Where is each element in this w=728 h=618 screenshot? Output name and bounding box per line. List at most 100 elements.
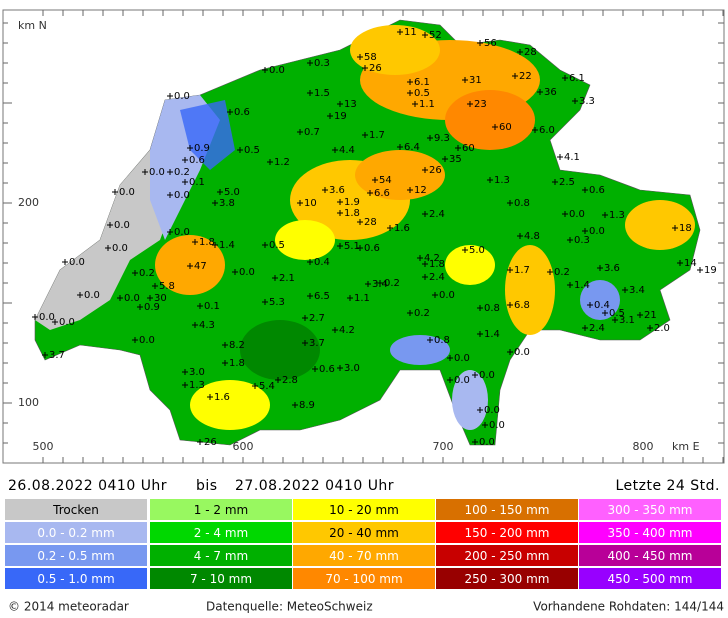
station-value: 0.0: [39, 312, 55, 323]
station-value: 5.1: [344, 241, 360, 252]
station-value: 0.0: [119, 187, 135, 198]
station-value: 0.0: [84, 290, 100, 301]
station-value: 6.8: [514, 300, 530, 311]
station-value: 30: [154, 293, 167, 304]
station-value: 0.0: [139, 335, 155, 346]
station-value: 0.6: [189, 155, 205, 166]
station-value: 1.2: [274, 157, 290, 168]
station-value: 6.1: [414, 77, 430, 88]
station-value: 0.6: [234, 107, 250, 118]
legend-swatch: [5, 545, 147, 566]
station-value: 0.0: [454, 353, 470, 364]
legend-swatch: [579, 545, 721, 566]
legend-label: 0.2 - 0.5 mm: [37, 549, 114, 563]
legend-label: 250 - 300 mm: [465, 572, 550, 586]
station-value: 0.0: [112, 243, 128, 254]
station-value: 0.6: [589, 185, 605, 196]
station-value: 1.3: [189, 380, 205, 391]
station-value: 1.8: [199, 237, 215, 248]
station-value: 0.0: [149, 167, 165, 178]
station-value: 0.8: [434, 335, 450, 346]
legend-label: 400 - 450 mm: [608, 549, 693, 563]
station-value: 0.0: [69, 257, 85, 268]
station-value: 47: [194, 261, 207, 272]
station-value: 5.0: [469, 245, 485, 256]
data-source: Datenquelle: MeteoSchweiz: [206, 600, 373, 614]
station-value: 0.2: [139, 268, 155, 279]
station-value: 0.0: [454, 375, 470, 386]
legend-label: 0.5 - 1.0 mm: [37, 572, 114, 586]
station-value: 3.6: [604, 263, 620, 274]
station-value: 35: [449, 154, 462, 165]
station-value: 0.2: [554, 267, 570, 278]
legend-swatch: [150, 568, 292, 589]
station-value: 3.3: [579, 96, 595, 107]
legend-swatch: [293, 522, 435, 543]
station-value: 1.7: [369, 130, 385, 141]
legend-label: 450 - 500 mm: [608, 572, 693, 586]
station-value: 0.6: [364, 243, 380, 254]
station-value: 5.4: [259, 381, 275, 392]
legend-label: 2 - 4 mm: [194, 526, 248, 540]
station-value: 28: [524, 47, 537, 58]
station-value: 0.0: [439, 290, 455, 301]
station-value: 4.2: [339, 325, 355, 336]
x-tick-label: 600: [233, 440, 254, 453]
legend-swatch: [579, 499, 721, 520]
legend-label: 100 - 150 mm: [465, 503, 550, 517]
station-value: 0.0: [59, 317, 75, 328]
station-value: 3.7: [49, 350, 65, 361]
station-value: 0.3: [314, 58, 330, 69]
legend-label: 4 - 7 mm: [194, 549, 248, 563]
header-bar: [3, 472, 724, 494]
legend-swatch: [293, 499, 435, 520]
y-axis-title: km N: [18, 19, 47, 32]
station-value: 0.4: [594, 300, 610, 311]
station-value: 6.5: [314, 291, 330, 302]
station-value: 2.7: [309, 313, 325, 324]
station-value: 3.4: [372, 279, 388, 290]
station-value: 3.6: [329, 185, 345, 196]
legend-label: 200 - 250 mm: [465, 549, 550, 563]
period: Letzte 24 Std.: [615, 478, 720, 494]
station-value: 1.9: [344, 197, 360, 208]
station-value: 10: [304, 198, 317, 209]
x-tick-label: 500: [33, 440, 54, 453]
legend-label: 1 - 2 mm: [194, 503, 248, 517]
legend-label: 300 - 350 mm: [608, 503, 693, 517]
station-value: 56: [484, 38, 497, 49]
station-value: 1.8: [229, 358, 245, 369]
station-value: 0.5: [609, 308, 625, 319]
legend-swatch: [436, 499, 578, 520]
legend-label: 350 - 400 mm: [608, 526, 693, 540]
legend-label: Trocken: [52, 503, 99, 517]
station-value: 0.1: [189, 177, 205, 188]
legend-swatch: [579, 522, 721, 543]
date-separator: bis: [196, 478, 218, 494]
legend: Trocken 0.0 - 0.2 mm 0.2 - 0.5 mm 0.5 - 1.0…: [5, 499, 721, 589]
station-value: 19: [334, 111, 347, 122]
station-value: 60: [499, 122, 512, 133]
legend-swatch: [293, 568, 435, 589]
station-value: 6.1: [569, 73, 585, 84]
station-value: 0.0: [239, 267, 255, 278]
x-axis-title: km E: [672, 440, 700, 453]
legend-swatch: [5, 522, 147, 543]
legend-swatch: [5, 499, 147, 520]
legend-swatch: [150, 499, 292, 520]
legend-swatch: [436, 545, 578, 566]
station-value: 3.4: [629, 285, 645, 296]
station-value: 52: [429, 30, 442, 41]
station-value: 8.9: [299, 400, 315, 411]
x-tick-label: 700: [433, 440, 454, 453]
station-value: 19: [704, 265, 717, 276]
station-value: 23: [474, 99, 487, 110]
station-value: 2.8: [282, 375, 298, 386]
station-value: 13: [344, 99, 357, 110]
station-value: 1.4: [219, 240, 235, 251]
raw-data: Vorhandene Rohdaten: 144/144: [533, 600, 724, 614]
station-value: 0.9: [194, 143, 210, 154]
station-value: 9.3: [434, 133, 450, 144]
station-value: 3.8: [219, 198, 235, 209]
